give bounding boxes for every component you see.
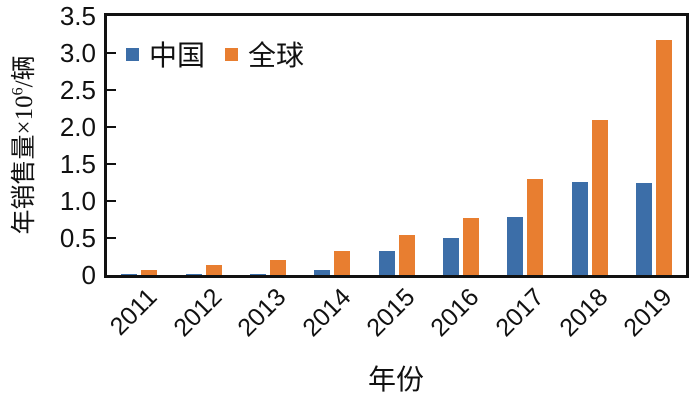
x-tick-label: 2012: [168, 283, 228, 343]
x-tick-label: 2011: [105, 283, 163, 341]
legend-swatch-china: [126, 47, 139, 61]
x-tick-label: 2017: [489, 283, 549, 343]
bar-china-2012: [185, 273, 202, 275]
bar-global-2014: [334, 251, 351, 275]
x-tick-label: 2015: [361, 283, 421, 343]
legend-label-global: 全球: [248, 41, 305, 72]
y-tick-label: 2.0: [59, 112, 96, 142]
bar-global-2016: [462, 218, 479, 275]
bar-global-2015: [398, 235, 415, 275]
y-tick-label: 1.0: [59, 186, 96, 216]
legend-label-china: 中国: [149, 41, 206, 72]
bar-china-2016: [442, 238, 459, 275]
bar-global-2011: [141, 269, 158, 275]
bar-china-2018: [571, 181, 588, 275]
y-tick-mark: [107, 200, 116, 202]
legend: 中国 全球: [126, 34, 324, 74]
y-tick-label: 3.0: [59, 38, 96, 68]
bar-china-2014: [314, 269, 331, 275]
y-tick-label: 0: [81, 260, 96, 290]
y-tick-mark: [107, 163, 116, 165]
bar-global-2013: [269, 260, 286, 275]
y-tick-label: 1.5: [59, 149, 96, 179]
bar-china-2013: [249, 273, 266, 275]
y-tick-label: 2.5: [59, 75, 96, 105]
x-tick-label: 2014: [296, 283, 356, 343]
x-tick-label: 2019: [618, 283, 678, 343]
x-tick-label: 2016: [425, 283, 485, 343]
plot-inner: [107, 16, 686, 275]
y-tick-mark: [107, 52, 116, 54]
bar-china-2015: [378, 250, 395, 275]
y-tick-label: 3.5: [59, 1, 96, 31]
y-tick-label: 0.5: [59, 223, 96, 253]
y-tick-mark: [107, 89, 116, 91]
bar-china-2011: [121, 274, 138, 275]
x-axis-title: 年份: [367, 365, 425, 396]
bar-global-2018: [591, 119, 608, 275]
y-tick-mark: [107, 237, 116, 239]
bar-global-2017: [527, 178, 544, 275]
bar-global-2012: [205, 265, 222, 275]
y-tick-mark: [107, 126, 116, 128]
bar-global-2019: [655, 39, 672, 275]
x-tick-label: 2013: [232, 283, 292, 343]
x-tick-label: 2018: [554, 283, 614, 343]
legend-swatch-global: [225, 47, 239, 61]
bar-china-2019: [635, 183, 652, 275]
plot-area: [104, 13, 689, 278]
bar-china-2017: [507, 217, 524, 275]
